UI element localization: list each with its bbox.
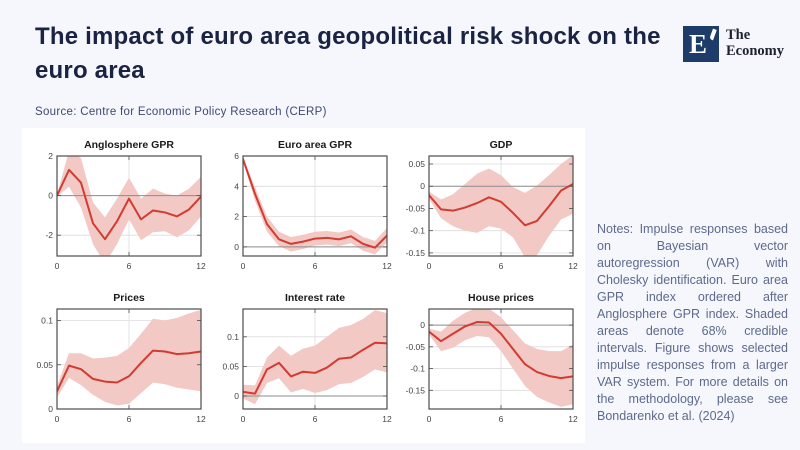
svg-text:-0.15: -0.15	[406, 248, 426, 258]
svg-text:4: 4	[234, 181, 239, 191]
svg-text:0.05: 0.05	[36, 360, 53, 370]
logo-accent-mark	[709, 28, 717, 41]
source-attribution: Source: Centre for Economic Policy Resea…	[35, 106, 327, 118]
svg-text:Prices: Prices	[113, 292, 145, 304]
svg-text:-2: -2	[45, 230, 53, 240]
svg-text:0: 0	[241, 261, 246, 271]
notes-text: Notes: Impulse responses based on Bayesi…	[597, 222, 788, 423]
svg-text:0.1: 0.1	[41, 316, 53, 326]
svg-text:0.05: 0.05	[409, 159, 426, 169]
svg-text:-0.1: -0.1	[411, 364, 426, 374]
svg-text:6: 6	[313, 414, 318, 424]
svg-text:Interest rate: Interest rate	[285, 292, 345, 304]
logo-wordmark: The Economy	[726, 27, 784, 59]
svg-text:0: 0	[421, 320, 426, 330]
svg-text:0: 0	[48, 404, 53, 414]
svg-text:0: 0	[48, 190, 53, 200]
chart-interest-rate: 0.1 0.05 0 0 6 12 Interest rate	[213, 287, 394, 437]
svg-text:Anglosphere GPR: Anglosphere GPR	[84, 139, 174, 151]
svg-text:12: 12	[196, 261, 206, 271]
svg-text:0.05: 0.05	[222, 362, 239, 372]
svg-text:6: 6	[499, 414, 504, 424]
svg-text:2: 2	[48, 151, 53, 161]
svg-text:12: 12	[196, 414, 206, 424]
svg-text:0: 0	[234, 391, 239, 401]
logo-square: E	[683, 26, 719, 62]
svg-text:6: 6	[499, 261, 504, 271]
chart-euro-area-gpr: 6 4 2 0 0 6 12 Euro area GPR	[213, 134, 394, 284]
svg-text:6: 6	[126, 414, 131, 424]
svg-text:0: 0	[427, 261, 432, 271]
svg-text:0.1: 0.1	[227, 332, 239, 342]
svg-text:0: 0	[427, 414, 432, 424]
svg-text:House prices: House prices	[468, 292, 534, 304]
chart-anglosphere-gpr: 2 0 -2 0 6 12 Anglosphere GPR	[27, 134, 208, 284]
logo-wordmark-line2: Economy	[726, 42, 784, 59]
svg-text:-0.1: -0.1	[411, 225, 426, 235]
svg-text:-0.15: -0.15	[406, 386, 426, 396]
svg-text:12: 12	[382, 414, 392, 424]
svg-text:-0.05: -0.05	[406, 203, 426, 213]
svg-text:2: 2	[234, 211, 239, 221]
svg-text:12: 12	[382, 261, 392, 271]
svg-text:0: 0	[241, 414, 246, 424]
svg-text:6: 6	[234, 151, 239, 161]
svg-text:0: 0	[54, 414, 59, 424]
chart-prices: 0.1 0.05 0 0 6 12 Prices	[27, 287, 208, 437]
svg-text:0: 0	[234, 242, 239, 252]
page-title: The impact of euro area geopolitical ris…	[35, 23, 661, 84]
logo-letter-e: E	[689, 29, 708, 59]
the-economy-logo: E The Economy	[683, 26, 784, 62]
svg-text:12: 12	[569, 414, 579, 424]
svg-text:12: 12	[569, 261, 579, 271]
chart-house-prices: 0 -0.05 -0.1 -0.15 0 6 12 House prices	[399, 287, 580, 437]
svg-text:-0.05: -0.05	[406, 342, 426, 352]
svg-text:Euro area GPR: Euro area GPR	[278, 139, 353, 151]
svg-text:6: 6	[126, 261, 131, 271]
logo-wordmark-line1: The	[726, 27, 751, 43]
svg-text:6: 6	[313, 261, 318, 271]
chart-gdp: 0.05 0 -0.05 -0.1 -0.15 0 6 12 GDP	[399, 134, 580, 284]
chart-grid-panel: 2 0 -2 0 6 12 Anglosphere GPR 6 4 2 0 0 6 12 Euro are…	[22, 128, 585, 443]
svg-text:GDP: GDP	[490, 139, 513, 151]
svg-text:0: 0	[54, 261, 59, 271]
svg-text:0: 0	[421, 181, 426, 191]
